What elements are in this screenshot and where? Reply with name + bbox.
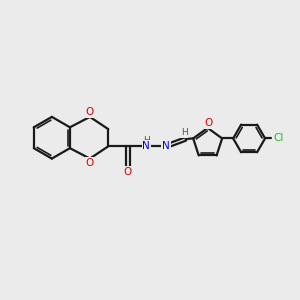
- Text: N: N: [162, 141, 170, 151]
- Text: H: H: [181, 128, 188, 137]
- Text: N: N: [142, 141, 150, 151]
- Text: O: O: [86, 158, 94, 168]
- Text: O: O: [86, 107, 94, 118]
- Text: Cl: Cl: [273, 134, 283, 143]
- Text: O: O: [205, 118, 213, 128]
- Text: H: H: [143, 136, 150, 145]
- Text: O: O: [124, 167, 132, 177]
